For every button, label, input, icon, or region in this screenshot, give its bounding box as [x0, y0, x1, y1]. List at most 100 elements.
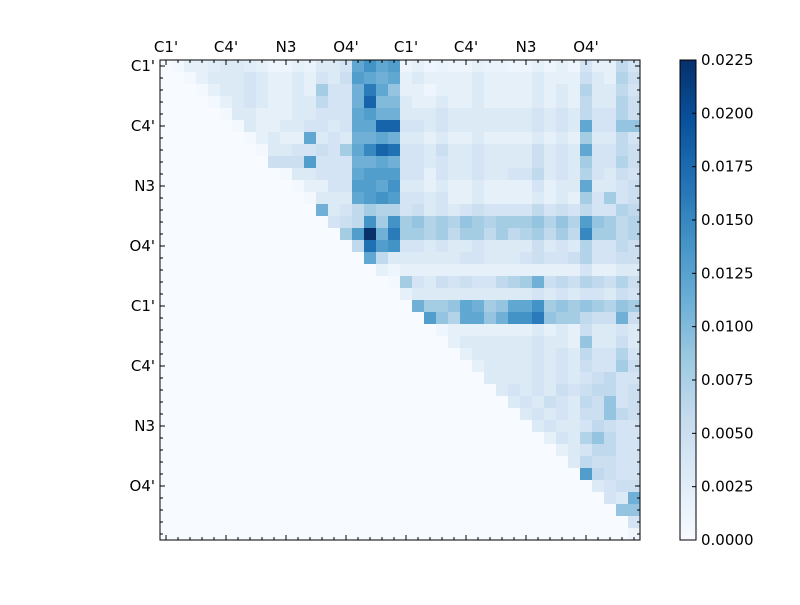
heatmap-cell	[208, 264, 221, 277]
heatmap-cell	[184, 228, 197, 241]
heatmap-cell	[556, 156, 569, 169]
heatmap-cell	[376, 360, 389, 373]
heatmap-cell	[580, 156, 593, 169]
heatmap-cell	[208, 312, 221, 325]
heatmap-cell	[448, 132, 461, 145]
heatmap-cell	[508, 132, 521, 145]
heatmap-cell	[448, 468, 461, 481]
heatmap-cell	[592, 504, 605, 517]
heatmap-cell	[604, 360, 617, 373]
heatmap-cell	[544, 348, 557, 361]
heatmap-cell	[604, 432, 617, 445]
heatmap-cell	[280, 216, 293, 229]
heatmap-cell	[520, 324, 533, 337]
heatmap-cell	[232, 120, 245, 133]
heatmap-cell	[532, 288, 545, 301]
heatmap-cell	[304, 408, 317, 421]
heatmap-cell	[580, 96, 593, 109]
heatmap-cell	[232, 84, 245, 97]
heatmap-cell	[544, 384, 557, 397]
heatmap-cell	[172, 408, 185, 421]
heatmap-cell	[568, 84, 581, 97]
heatmap-cell	[340, 408, 353, 421]
heatmap-cell	[244, 108, 257, 121]
heatmap-cell	[160, 312, 173, 325]
heatmap-cell	[556, 324, 569, 337]
heatmap-cell	[628, 492, 641, 505]
heatmap-cell	[184, 108, 197, 121]
heatmap-cell	[172, 288, 185, 301]
heatmap-cell	[160, 156, 173, 169]
heatmap-cell	[292, 72, 305, 85]
heatmap-cell	[172, 240, 185, 253]
heatmap-cell	[244, 444, 257, 457]
heatmap-cell	[508, 324, 521, 337]
heatmap-cell	[580, 372, 593, 385]
heatmap-cell	[484, 300, 497, 313]
heatmap-cell	[388, 252, 401, 265]
heatmap-cell	[388, 408, 401, 421]
heatmap-cell	[208, 204, 221, 217]
heatmap-cell	[244, 156, 257, 169]
heatmap-cell	[520, 144, 533, 157]
heatmap-cell	[244, 324, 257, 337]
heatmap-cell	[220, 372, 233, 385]
heatmap-cell	[244, 360, 257, 373]
heatmap-cell	[616, 432, 629, 445]
heatmap-cell	[628, 372, 641, 385]
heatmap-cell	[472, 312, 485, 325]
heatmap-cell	[232, 96, 245, 109]
heatmap-cell	[496, 60, 509, 73]
heatmap-cell	[208, 420, 221, 433]
heatmap-cell	[244, 288, 257, 301]
heatmap-cell	[316, 264, 329, 277]
heatmap-cell	[616, 336, 629, 349]
heatmap-cell	[556, 180, 569, 193]
heatmap-cell	[328, 516, 341, 529]
heatmap-cell	[448, 396, 461, 409]
heatmap-cell	[232, 432, 245, 445]
heatmap-cell	[424, 72, 437, 85]
heatmap-cell	[616, 120, 629, 133]
heatmap-cell	[496, 240, 509, 253]
heatmap-cell	[208, 84, 221, 97]
heatmap-cell	[544, 480, 557, 493]
heatmap-cell	[232, 252, 245, 265]
heatmap-cell	[304, 132, 317, 145]
heatmap-cell	[208, 396, 221, 409]
heatmap-cell	[508, 528, 521, 541]
heatmap-cell	[580, 120, 593, 133]
heatmap-cell	[388, 516, 401, 529]
heatmap-cell	[448, 192, 461, 205]
heatmap-cell	[244, 168, 257, 181]
heatmap-cell	[496, 84, 509, 97]
heatmap-cell	[424, 456, 437, 469]
heatmap-cell	[556, 408, 569, 421]
heatmap-cell	[196, 240, 209, 253]
heatmap-cell	[544, 300, 557, 313]
heatmap-cell	[580, 180, 593, 193]
heatmap-cell	[400, 492, 413, 505]
heatmap-cell	[424, 432, 437, 445]
heatmap-cell	[328, 228, 341, 241]
heatmap-cell	[508, 288, 521, 301]
heatmap-cell	[280, 516, 293, 529]
heatmap-cell	[244, 348, 257, 361]
heatmap-cell	[472, 324, 485, 337]
heatmap-cell	[160, 396, 173, 409]
heatmap-cell	[340, 288, 353, 301]
heatmap-cell	[280, 72, 293, 85]
heatmap-cell	[268, 144, 281, 157]
heatmap-cell	[556, 528, 569, 541]
heatmap-cell	[268, 300, 281, 313]
heatmap-cell	[388, 504, 401, 517]
heatmap-cell	[556, 132, 569, 145]
heatmap-cell	[568, 204, 581, 217]
heatmap-cell	[220, 132, 233, 145]
heatmap-cell	[508, 468, 521, 481]
heatmap-cell	[484, 492, 497, 505]
heatmap-cell	[412, 192, 425, 205]
heatmap-cell	[160, 516, 173, 529]
heatmap-cell	[352, 192, 365, 205]
heatmap-cell	[484, 516, 497, 529]
